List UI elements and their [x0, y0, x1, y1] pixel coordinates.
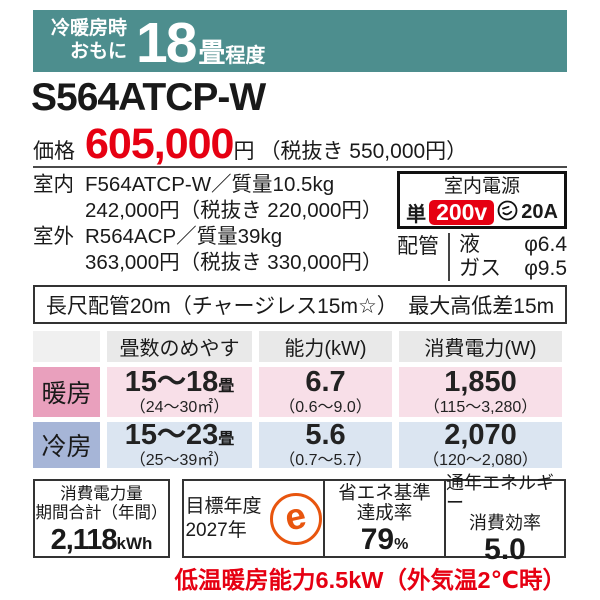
- piping-rows: 液 φ6.4 ガス φ9.5: [459, 233, 567, 281]
- cooling-area-unit: 畳: [218, 431, 235, 449]
- cooling-power-value: 2,070: [444, 419, 517, 452]
- banner-mode-text: 冷暖房時 おもに: [51, 18, 127, 64]
- table-cell-cooling-power: 2,070 （120～2,080）: [399, 419, 562, 469]
- price-row: 価格 605,000 円 （税抜き 550,000円）: [33, 120, 467, 169]
- heating-area-sub: （24～30㎡）: [129, 398, 230, 416]
- heating-area-unit: 畳: [218, 378, 235, 396]
- power-amperage: 20A: [521, 201, 558, 223]
- price-currency: 円: [233, 140, 255, 163]
- target-line2: 2027年: [185, 519, 247, 541]
- banner-size-unit: 畳: [198, 37, 226, 68]
- capacity-table: 畳数のめやす 能力(kW) 消費電力(W) 暖房 15～18 畳 （24～30㎡…: [33, 331, 567, 468]
- banner-size-suffix: 程度: [225, 44, 266, 67]
- price-tax-note: （税抜き 550,000円）: [259, 140, 468, 163]
- target-year-cell: 目標年度 2027年 e: [184, 481, 325, 556]
- indoor-spec-line: 室内 F564ATCP-W／質量10.5kg: [33, 172, 395, 198]
- target-line1: 目標年度: [185, 495, 262, 517]
- power-rating-line: 単 200v 20A: [400, 198, 564, 227]
- table-cell-cooling-capacity: 5.6 （0.7～5.7）: [259, 419, 392, 469]
- liquid-name: 液: [459, 233, 480, 256]
- liquid-value: φ6.4: [524, 233, 567, 256]
- price-amount: 605,000: [85, 120, 234, 168]
- banner-line1: 冷暖房時: [51, 18, 128, 40]
- long-pipe-note-box: 長尺配管20m（チャージレス15m☆） 最大高低差15m: [33, 285, 567, 324]
- outdoor-label: 室外: [33, 225, 74, 248]
- low-temp-heating-footnote: 低温暖房能力6.5kW（外気温2℃時）: [174, 567, 566, 593]
- heating-capacity-value: 6.7: [305, 366, 346, 399]
- piping-gas-row: ガス φ9.5: [459, 257, 567, 281]
- standard-line1: 省エネ基準: [338, 481, 431, 503]
- target-year-text: 目標年度 2027年: [185, 495, 261, 543]
- annual-line1: 消費電力量: [60, 485, 143, 503]
- table-header-area: 畳数のめやす: [107, 331, 252, 362]
- piping-divider: [448, 233, 450, 281]
- energy-mark-letter: e: [281, 494, 310, 539]
- heating-capacity-sub: （0.6～9.0）: [279, 398, 372, 416]
- cooling-capacity-value: 5.6: [305, 419, 346, 452]
- indoor-price: 242,000円（税抜き 220,000円）: [85, 199, 383, 222]
- annual-unit: kWh: [116, 534, 153, 553]
- annual-value-row: 2,118 kWh: [35, 524, 168, 557]
- banner-size-number: 18: [136, 10, 197, 75]
- table-header-power: 消費電力(W): [399, 331, 562, 362]
- heating-area-value: 15～18: [124, 366, 219, 399]
- outdoor-spec-line: 室外 R564ACP／質量39kg: [33, 224, 395, 250]
- outdoor-price: 363,000円（税抜き 330,000円）: [85, 251, 383, 274]
- voltage-badge: 200v: [429, 200, 495, 225]
- standard-achievement-cell: 省エネ基準 達成率 79 %: [325, 481, 446, 556]
- apf-line1: 通年エネルギー: [446, 472, 554, 513]
- energy-label-box: 目標年度 2027年 e 省エネ基準 達成率 79 % 通年エネルギー 消費効率…: [182, 473, 566, 565]
- annual-consumption-box: 消費電力量 期間合計（年間） 2,118 kWh: [33, 479, 170, 558]
- table-cell-heating-capacity: 6.7 （0.6～9.0）: [259, 367, 392, 417]
- standard-unit: %: [394, 535, 409, 553]
- row-label-heating: 暖房: [33, 367, 100, 417]
- model-name: S564ATCP-W: [31, 76, 266, 119]
- row-label-cooling: 冷房: [33, 422, 100, 468]
- apf-cell: 通年エネルギー 消費効率 5.0: [446, 473, 564, 565]
- table-cell-heating-power: 1,850 （115～3,280）: [399, 367, 562, 417]
- gas-name: ガス: [459, 257, 501, 280]
- table-corner-cell: [33, 331, 100, 362]
- divider-line: [33, 166, 567, 168]
- indoor-label: 室内: [33, 173, 74, 196]
- outdoor-model: R564ACP／質量39kg: [85, 225, 283, 248]
- cooling-power-sub: （120～2,080）: [423, 451, 538, 469]
- banner-size-group: 18 畳 程度: [136, 10, 266, 75]
- energy-saving-mark-icon: e: [269, 492, 322, 545]
- table-header-capacity: 能力(kW): [259, 331, 392, 362]
- heating-power-sub: （115～3,280）: [423, 398, 538, 416]
- cooling-capacity-sub: （0.7～5.7）: [279, 451, 372, 469]
- apf-line2: 消費効率: [469, 512, 541, 533]
- gas-value: φ9.5: [524, 257, 567, 280]
- indoor-model: F564ATCP-W／質量10.5kg: [85, 173, 335, 196]
- piping-block: 配管 液 φ6.4 ガス φ9.5: [397, 233, 567, 281]
- annual-value: 2,118: [50, 524, 118, 556]
- table-cell-cooling-area: 15～23 畳 （25～39㎡）: [107, 419, 252, 469]
- heating-area-main-row: 15～18 畳: [124, 366, 235, 399]
- price-label: 価格: [33, 140, 75, 163]
- piping-liquid-row: 液 φ6.4: [459, 233, 567, 257]
- unit-spec-block: 室内 F564ATCP-W／質量10.5kg 242,000円（税抜き 220,0…: [33, 172, 395, 276]
- standard-line2: 達成率: [356, 501, 413, 523]
- cooling-area-value: 15～23: [124, 419, 219, 452]
- banner-line2: おもに: [70, 41, 128, 62]
- standard-value: 79: [360, 522, 395, 556]
- power-title: 室内電源: [443, 176, 520, 197]
- outlet-icon: [497, 200, 518, 226]
- cooling-area-sub: （25～39㎡）: [129, 451, 230, 469]
- capacity-banner: 冷暖房時 おもに 18 畳 程度: [33, 10, 567, 72]
- indoor-power-box: 室内電源 単 200v 20A: [397, 171, 567, 229]
- power-phase: 単: [406, 204, 427, 226]
- table-cell-heating-area: 15～18 畳 （24～30㎡）: [107, 367, 252, 417]
- heating-power-value: 1,850: [444, 366, 517, 399]
- annual-line2: 期間合計（年間）: [35, 504, 168, 522]
- apf-value: 5.0: [484, 532, 526, 566]
- cooling-area-main-row: 15～23 畳: [124, 419, 235, 452]
- piping-label: 配管: [397, 235, 439, 258]
- standard-value-row: 79 %: [361, 523, 409, 555]
